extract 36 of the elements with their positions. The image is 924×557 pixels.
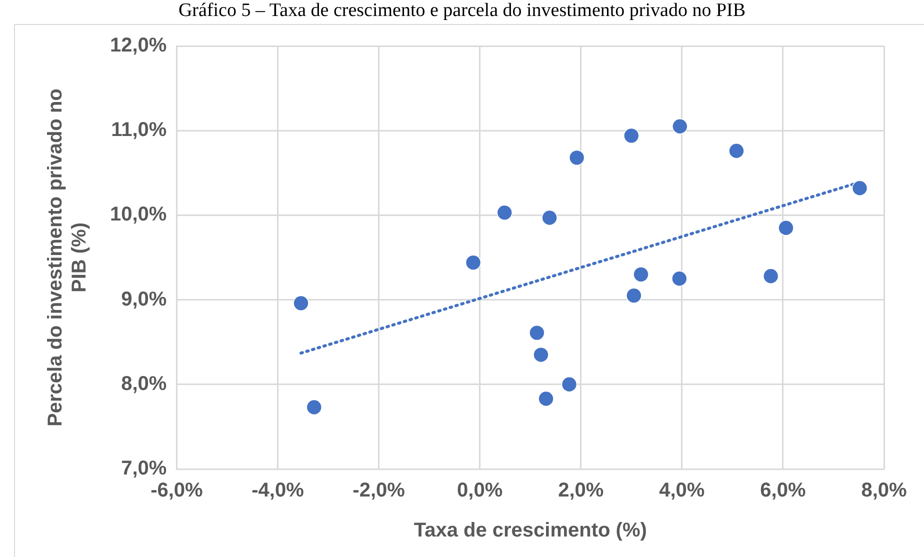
point — [496, 204, 512, 221]
point — [672, 118, 688, 134]
y-axis-title: Percela do investimento privado no PIB (%) — [44, 88, 91, 426]
point — [529, 324, 545, 341]
chart-title: Gráfico 5 – Taxa de crescimento e parcela do investimento privado no PIB — [177, 0, 747, 22]
point — [626, 288, 642, 304]
x-tick-label: -2,0% — [352, 480, 406, 502]
point — [542, 210, 558, 226]
point — [533, 346, 549, 363]
point — [568, 150, 585, 166]
x-tick-label: 2,0% — [558, 480, 604, 502]
point — [633, 266, 649, 282]
point — [623, 128, 640, 144]
point — [852, 180, 868, 196]
point — [728, 143, 744, 159]
point — [465, 254, 482, 270]
point — [671, 270, 688, 287]
y-tick-label: 11,0% — [111, 119, 167, 142]
point — [762, 268, 779, 284]
y-tick-label: 12,0% — [110, 34, 167, 57]
x-tick-label: 0,0% — [457, 480, 503, 502]
y-tick-label: 10,0% — [110, 204, 167, 226]
x-tick-label: -4,0% — [252, 480, 304, 502]
point — [561, 376, 578, 392]
point — [778, 220, 794, 236]
x-tick-label: 6,0% — [760, 480, 806, 502]
y-tick-label: 7,0% — [121, 458, 167, 480]
point — [306, 399, 322, 416]
x-tick-label: -6,0% — [150, 480, 204, 502]
point — [538, 390, 554, 407]
point — [293, 295, 309, 312]
x-tick-label: 4,0% — [659, 480, 705, 502]
x-tick-label: 8,0% — [861, 480, 908, 502]
x-axis-title: Taxa de crescimento (%) — [414, 520, 647, 542]
y-tick-label: 9,0% — [121, 288, 167, 310]
y-tick-label: 8,0% — [121, 372, 167, 395]
